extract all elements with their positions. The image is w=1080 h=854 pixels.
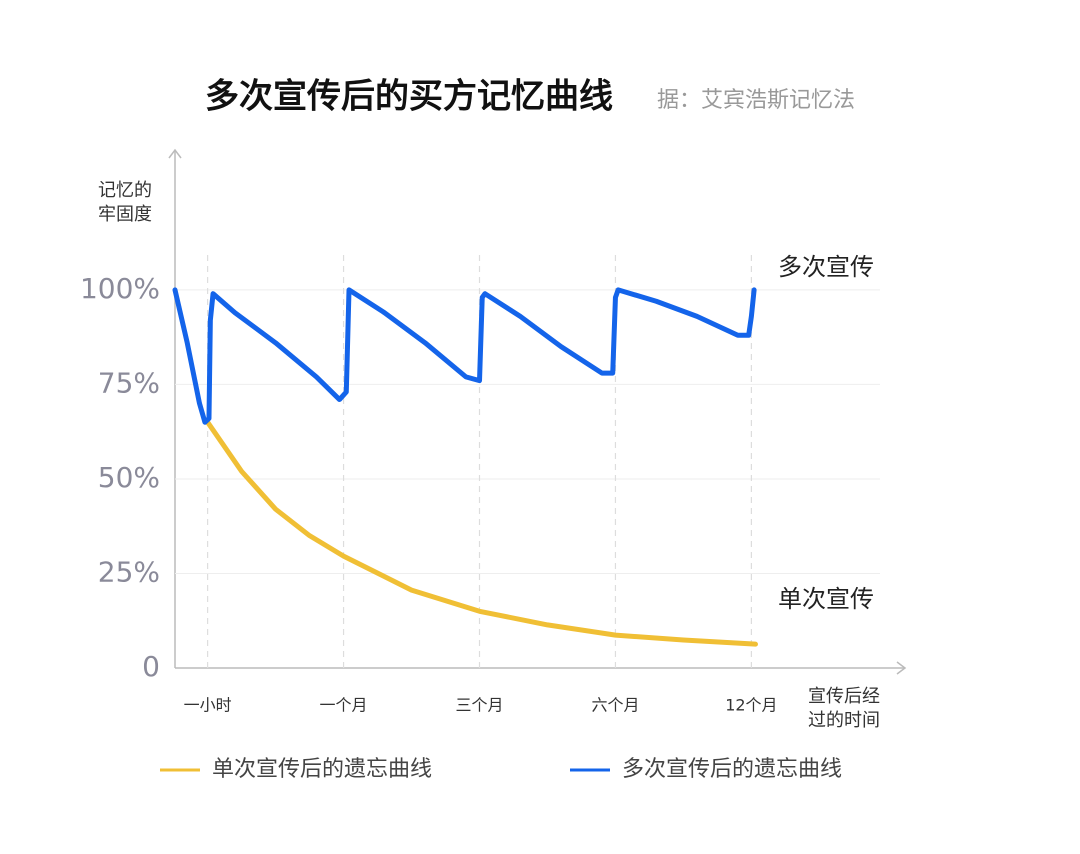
x-axis-arrow: [896, 661, 907, 675]
y-axis-label: 记忆的: [98, 180, 152, 201]
y-tick-label: 75%: [98, 366, 160, 399]
legend-label: 多次宣传后的遗忘曲线: [622, 757, 842, 782]
x-axis-label: 宣传后经: [808, 686, 880, 707]
chart-subtitle: 据：艾宾浩斯记忆法: [657, 88, 855, 113]
x-tick-label: 六个月: [591, 696, 639, 715]
annotation: 单次宣传: [778, 585, 874, 613]
annotation: 多次宣传: [778, 253, 874, 281]
legend-label: 单次宣传后的遗忘曲线: [212, 757, 432, 782]
x-tick-label: 12个月: [725, 696, 777, 715]
y-axis-label: 牢固度: [98, 204, 152, 225]
line-series: [205, 419, 758, 647]
x-tick-label: 三个月: [455, 696, 503, 715]
y-axis-arrow: [168, 148, 182, 159]
y-tick-label: 0: [142, 650, 160, 683]
x-tick-label: 一个月: [320, 696, 368, 715]
y-tick-label: 100%: [80, 272, 160, 305]
x-tick-label: 一小时: [184, 696, 232, 715]
chart-title: 多次宣传后的买方记忆曲线: [205, 77, 613, 117]
x-axis-label: 过的时间: [808, 710, 880, 731]
y-tick-label: 50%: [98, 461, 160, 494]
y-tick-label: 25%: [98, 555, 160, 588]
line-series: [172, 287, 757, 425]
